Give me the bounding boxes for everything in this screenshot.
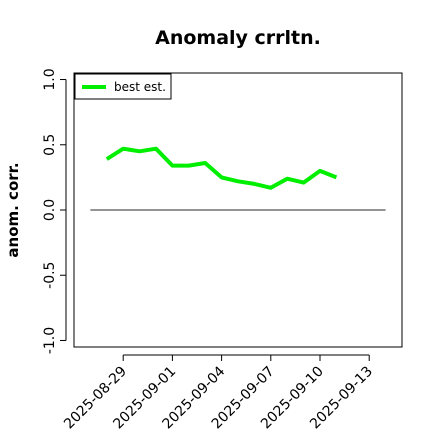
y-tick-label-5: 1.0 xyxy=(42,68,58,90)
legend-label-1: best est. xyxy=(114,80,166,94)
chart-title: Anomaly crrltn. xyxy=(155,27,321,49)
y-tick-label-2: -0.5 xyxy=(42,262,58,289)
y-tick-label-1: -1.0 xyxy=(42,327,58,354)
y-tick-label-4: 0.5 xyxy=(42,134,58,156)
series-line-1 xyxy=(105,146,338,190)
y-axis-label: anom. corr. xyxy=(4,162,22,257)
plot-area: -1.0-0.50.00.51.02025-08-292025-09-01202… xyxy=(42,68,403,432)
plot-frame xyxy=(73,72,403,348)
y-tick-label-3: 0.0 xyxy=(42,199,58,221)
